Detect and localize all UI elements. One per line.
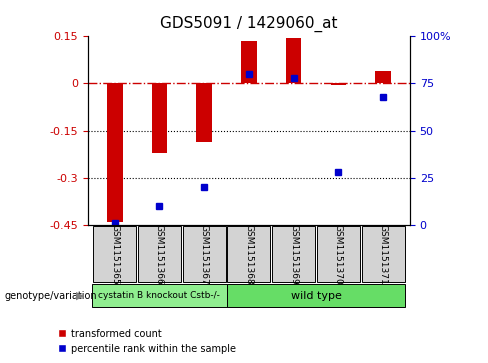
Bar	[330, 83, 346, 85]
FancyBboxPatch shape	[138, 226, 181, 282]
Text: GSM1151367: GSM1151367	[200, 224, 209, 285]
Text: GSM1151368: GSM1151368	[244, 224, 253, 285]
FancyBboxPatch shape	[92, 285, 226, 307]
Text: wild type: wild type	[290, 291, 342, 301]
Text: genotype/variation: genotype/variation	[5, 291, 98, 301]
FancyBboxPatch shape	[362, 226, 405, 282]
Text: ▶: ▶	[76, 291, 84, 301]
Bar	[152, 83, 167, 153]
Bar	[107, 83, 122, 222]
FancyBboxPatch shape	[93, 226, 136, 282]
Text: cystatin B knockout Cstb-/-: cystatin B knockout Cstb-/-	[99, 291, 221, 300]
Bar	[286, 38, 302, 83]
Text: GSM1151371: GSM1151371	[379, 224, 387, 285]
FancyBboxPatch shape	[317, 226, 360, 282]
Bar	[375, 71, 391, 83]
FancyBboxPatch shape	[183, 226, 225, 282]
Bar	[241, 41, 257, 83]
Bar	[196, 83, 212, 142]
FancyBboxPatch shape	[227, 226, 270, 282]
Title: GDS5091 / 1429060_at: GDS5091 / 1429060_at	[160, 16, 338, 32]
Text: GSM1151369: GSM1151369	[289, 224, 298, 285]
FancyBboxPatch shape	[226, 285, 406, 307]
FancyBboxPatch shape	[272, 226, 315, 282]
Legend: transformed count, percentile rank within the sample: transformed count, percentile rank withi…	[54, 325, 240, 358]
Text: GSM1151365: GSM1151365	[110, 224, 119, 285]
Text: GSM1151370: GSM1151370	[334, 224, 343, 285]
Text: GSM1151366: GSM1151366	[155, 224, 164, 285]
